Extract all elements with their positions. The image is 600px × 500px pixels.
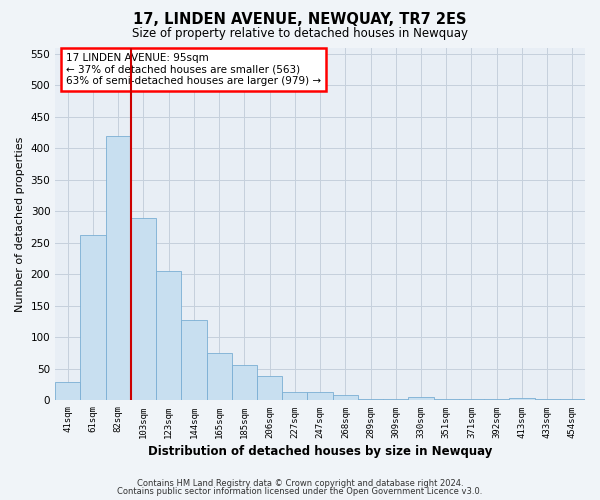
Bar	[484, 399, 509, 400]
X-axis label: Distribution of detached houses by size in Newquay: Distribution of detached houses by size …	[148, 444, 492, 458]
Bar	[131, 218, 156, 400]
Bar	[307, 392, 332, 400]
Bar	[383, 399, 409, 400]
Bar	[409, 396, 434, 400]
Text: Contains HM Land Registry data © Crown copyright and database right 2024.: Contains HM Land Registry data © Crown c…	[137, 478, 463, 488]
Text: Contains public sector information licensed under the Open Government Licence v3: Contains public sector information licen…	[118, 487, 482, 496]
Bar	[509, 398, 535, 400]
Bar	[206, 353, 232, 401]
Text: 17, LINDEN AVENUE, NEWQUAY, TR7 2ES: 17, LINDEN AVENUE, NEWQUAY, TR7 2ES	[133, 12, 467, 28]
Bar	[106, 136, 131, 400]
Text: 17 LINDEN AVENUE: 95sqm
← 37% of detached houses are smaller (563)
63% of semi-d: 17 LINDEN AVENUE: 95sqm ← 37% of detache…	[66, 53, 321, 86]
Bar	[535, 399, 560, 400]
Bar	[332, 396, 358, 400]
Y-axis label: Number of detached properties: Number of detached properties	[15, 136, 25, 312]
Bar	[358, 398, 383, 400]
Bar	[55, 382, 80, 400]
Bar	[282, 392, 307, 400]
Bar	[232, 364, 257, 400]
Bar	[156, 271, 181, 400]
Bar	[560, 398, 585, 400]
Bar	[257, 376, 282, 400]
Text: Size of property relative to detached houses in Newquay: Size of property relative to detached ho…	[132, 28, 468, 40]
Bar	[459, 399, 484, 400]
Bar	[80, 236, 106, 400]
Bar	[181, 320, 206, 400]
Bar	[434, 399, 459, 400]
